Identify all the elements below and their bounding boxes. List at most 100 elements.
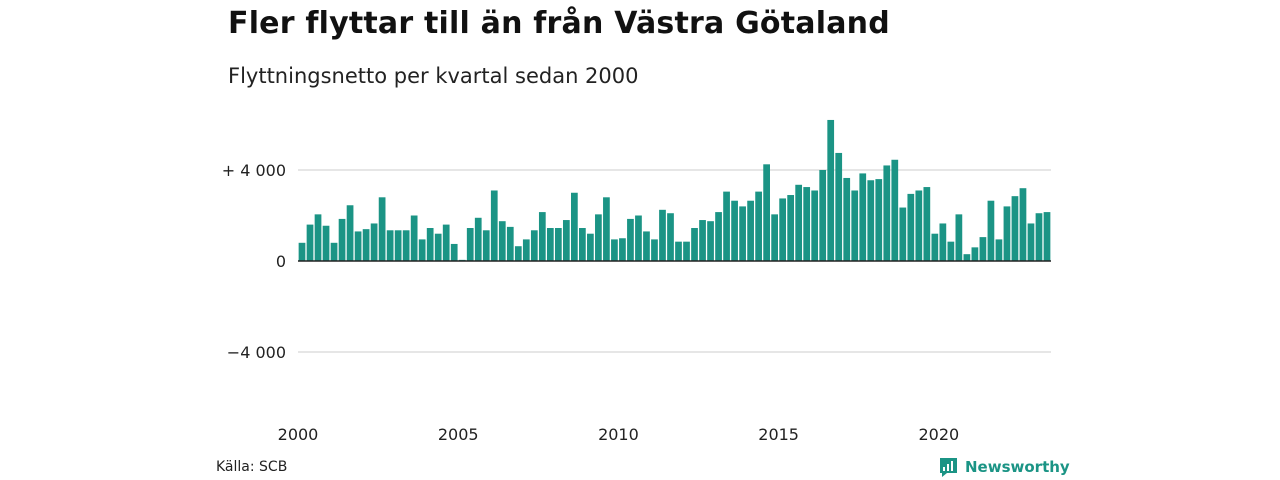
x-tick-label: 2000: [278, 425, 319, 444]
chart-subtitle: Flyttningsnetto per kvartal sedan 2000: [228, 64, 639, 88]
bar: [362, 229, 370, 261]
bar: [314, 214, 322, 261]
bar: [899, 207, 907, 261]
bar: [771, 214, 778, 261]
bar: [538, 212, 546, 261]
bar: [795, 184, 803, 261]
bar: [819, 170, 827, 261]
bar: [514, 246, 522, 261]
bar: [691, 228, 698, 261]
bar: [851, 190, 859, 261]
bar: [378, 197, 386, 261]
bar: [1035, 213, 1043, 261]
bar: [811, 190, 819, 261]
gridlines: [298, 169, 1051, 353]
brand-name: Newsworthy: [965, 458, 1070, 476]
bar: [739, 206, 746, 261]
bar: [466, 228, 474, 261]
bar: [603, 197, 610, 261]
bar: [923, 187, 931, 261]
bar: [482, 230, 490, 261]
bar: [394, 230, 402, 261]
bar: [835, 152, 843, 261]
bar: [595, 214, 602, 261]
bar: [434, 233, 442, 261]
bar: [763, 164, 770, 261]
x-tick-label: 2010: [598, 425, 639, 444]
bar: [627, 218, 634, 261]
bar: [370, 223, 378, 261]
bar: [747, 200, 754, 261]
bar: [675, 241, 682, 261]
bar: [530, 230, 538, 261]
bar: [611, 239, 618, 261]
bar: [651, 239, 658, 261]
bar: [346, 205, 354, 261]
bar: [418, 239, 426, 261]
bar: [859, 173, 867, 261]
bar: [659, 209, 666, 261]
bar: [442, 224, 450, 261]
bar: [562, 220, 570, 261]
bar: [450, 243, 458, 261]
bar: [715, 212, 722, 261]
bar: [330, 242, 338, 261]
bar: [643, 231, 650, 261]
bar: [995, 239, 1003, 261]
bar: [498, 221, 506, 261]
bar: [426, 228, 434, 261]
bar: [554, 228, 562, 261]
bar: [587, 233, 594, 261]
bar: [1003, 206, 1011, 261]
bar: [987, 200, 995, 261]
bar: [843, 177, 851, 261]
bar: [546, 228, 554, 261]
bar: [402, 230, 410, 261]
bar: [723, 191, 730, 261]
bar: [907, 193, 915, 261]
bar: [803, 187, 811, 261]
bar: [338, 218, 346, 261]
y-tick-label: + 4 000: [222, 161, 286, 180]
bar: [931, 233, 939, 261]
x-axis-ticks: 2000 2005 2010 2015 2020: [278, 425, 960, 444]
bar: [939, 223, 947, 261]
bar: [963, 254, 971, 262]
bar: [506, 226, 514, 262]
bar: [298, 242, 306, 261]
bar: [827, 119, 835, 261]
bar: [875, 179, 883, 261]
bar: [883, 165, 891, 261]
bar: [867, 180, 875, 261]
bar: [699, 220, 706, 261]
bars: [298, 119, 1051, 262]
bar: [306, 224, 314, 261]
newsworthy-logo-icon: [940, 457, 957, 477]
bar: [474, 217, 482, 262]
bar: [787, 195, 795, 261]
y-tick-label: −4 000: [227, 343, 286, 362]
chart-title: Fler flyttar till än från Västra Götalan…: [228, 6, 890, 41]
bar: [779, 198, 787, 261]
bar: [322, 225, 330, 261]
bar: [386, 230, 394, 261]
bar: [667, 213, 674, 261]
bar: [1019, 188, 1027, 261]
bar: [1043, 212, 1051, 261]
bar: [579, 228, 586, 261]
source-note: Källa: SCB: [216, 459, 288, 475]
bar: [891, 159, 899, 261]
bar: [955, 214, 963, 261]
bar: [619, 238, 626, 261]
bar: [1027, 223, 1035, 261]
brand-logo: Newsworthy: [938, 456, 1070, 478]
x-tick-label: 2015: [758, 425, 799, 444]
bar: [490, 190, 498, 261]
x-tick-label: 2020: [918, 425, 959, 444]
y-tick-label: 0: [276, 252, 286, 271]
bar: [915, 190, 923, 261]
bar: [731, 200, 738, 261]
bar: [947, 241, 955, 261]
bar: [410, 215, 418, 261]
